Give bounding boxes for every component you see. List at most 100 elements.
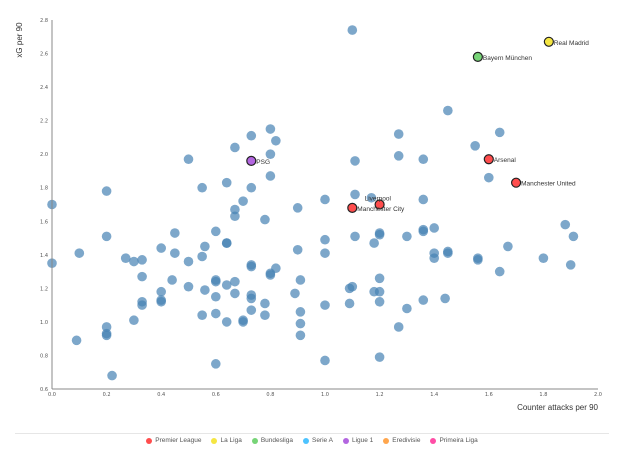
data-point[interactable]: [265, 124, 276, 134]
data-point[interactable]: [246, 182, 257, 193]
data-point[interactable]: [183, 281, 194, 292]
highlighted-point[interactable]: [374, 199, 385, 210]
data-point[interactable]: [230, 211, 240, 222]
data-point[interactable]: [230, 142, 240, 153]
data-point[interactable]: [560, 219, 571, 230]
data-point[interactable]: [393, 151, 404, 161]
data-point[interactable]: [137, 255, 147, 265]
data-point[interactable]: [183, 154, 194, 165]
data-point[interactable]: [295, 275, 306, 285]
data-point[interactable]: [101, 328, 112, 339]
highlighted-point[interactable]: [472, 51, 483, 63]
data-point[interactable]: [402, 231, 412, 242]
data-point[interactable]: [260, 310, 270, 321]
data-point[interactable]: [295, 307, 306, 317]
data-point[interactable]: [230, 204, 240, 215]
legend-item[interactable]: Eredivisie: [383, 437, 420, 444]
data-point[interactable]: [494, 266, 505, 277]
data-point[interactable]: [320, 234, 330, 245]
data-point[interactable]: [170, 248, 180, 258]
data-point[interactable]: [429, 223, 440, 233]
data-point[interactable]: [347, 25, 358, 35]
data-point[interactable]: [170, 228, 180, 238]
data-point[interactable]: [246, 130, 257, 141]
data-point[interactable]: [230, 288, 240, 299]
data-point[interactable]: [167, 275, 177, 285]
data-point[interactable]: [350, 156, 360, 166]
data-point[interactable]: [374, 286, 385, 297]
data-point[interactable]: [440, 293, 450, 304]
data-point[interactable]: [211, 275, 221, 285]
data-point[interactable]: [443, 105, 453, 116]
legend-item[interactable]: Serie A: [302, 437, 333, 444]
data-point[interactable]: [494, 127, 505, 138]
legend-item[interactable]: Ligue 1: [342, 437, 373, 444]
data-point[interactable]: [402, 303, 412, 314]
legend-item[interactable]: Bundesliga: [251, 437, 293, 444]
data-point[interactable]: [374, 352, 385, 362]
data-point[interactable]: [470, 140, 480, 151]
data-point[interactable]: [265, 149, 276, 159]
data-point[interactable]: [484, 172, 494, 183]
data-point[interactable]: [418, 194, 429, 205]
data-point[interactable]: [350, 189, 360, 200]
data-point[interactable]: [271, 135, 281, 146]
data-point[interactable]: [260, 298, 270, 309]
data-point[interactable]: [230, 276, 240, 287]
data-point[interactable]: [101, 231, 112, 242]
highlighted-point[interactable]: [347, 202, 358, 213]
data-point[interactable]: [271, 263, 281, 274]
data-point[interactable]: [393, 129, 404, 139]
data-point[interactable]: [429, 253, 440, 263]
data-point[interactable]: [238, 315, 248, 326]
data-point[interactable]: [246, 305, 257, 315]
data-point[interactable]: [156, 295, 166, 305]
highlighted-point[interactable]: [483, 154, 494, 165]
highlighted-point[interactable]: [246, 155, 257, 166]
data-point[interactable]: [156, 243, 166, 253]
data-point[interactable]: [246, 293, 257, 304]
data-point[interactable]: [211, 308, 221, 319]
legend-item[interactable]: La Liga: [211, 437, 242, 444]
data-point[interactable]: [101, 322, 112, 332]
data-point[interactable]: [292, 203, 303, 213]
data-point[interactable]: [503, 241, 513, 252]
data-point[interactable]: [418, 154, 429, 165]
data-point[interactable]: [320, 355, 330, 366]
data-point[interactable]: [197, 251, 207, 262]
data-point[interactable]: [292, 244, 303, 255]
data-point[interactable]: [295, 318, 306, 329]
data-point[interactable]: [443, 248, 453, 258]
highlighted-point[interactable]: [510, 177, 522, 188]
data-point[interactable]: [200, 285, 210, 295]
data-point[interactable]: [393, 322, 404, 332]
data-point[interactable]: [568, 231, 579, 242]
data-point[interactable]: [221, 177, 232, 188]
data-point[interactable]: [101, 186, 112, 196]
data-point[interactable]: [265, 270, 276, 280]
data-point[interactable]: [246, 261, 257, 272]
data-point[interactable]: [211, 226, 221, 237]
data-point[interactable]: [211, 291, 221, 302]
data-point[interactable]: [295, 330, 306, 341]
data-point[interactable]: [320, 194, 330, 205]
data-point[interactable]: [129, 256, 139, 267]
data-point[interactable]: [369, 238, 379, 248]
data-point[interactable]: [238, 196, 248, 206]
data-point[interactable]: [221, 317, 232, 327]
data-point[interactable]: [200, 241, 210, 252]
data-point[interactable]: [260, 214, 270, 225]
data-point[interactable]: [265, 171, 276, 181]
data-point[interactable]: [137, 300, 147, 310]
data-point[interactable]: [129, 315, 139, 326]
data-point[interactable]: [107, 370, 117, 381]
data-point[interactable]: [221, 280, 232, 290]
highlighted-point[interactable]: [543, 36, 554, 47]
data-point[interactable]: [350, 231, 360, 242]
data-point[interactable]: [374, 229, 385, 240]
data-point[interactable]: [197, 182, 207, 193]
legend-item[interactable]: Primeira Liga: [430, 437, 478, 444]
data-point[interactable]: [565, 260, 576, 270]
data-point[interactable]: [211, 359, 221, 369]
data-point[interactable]: [183, 256, 194, 267]
